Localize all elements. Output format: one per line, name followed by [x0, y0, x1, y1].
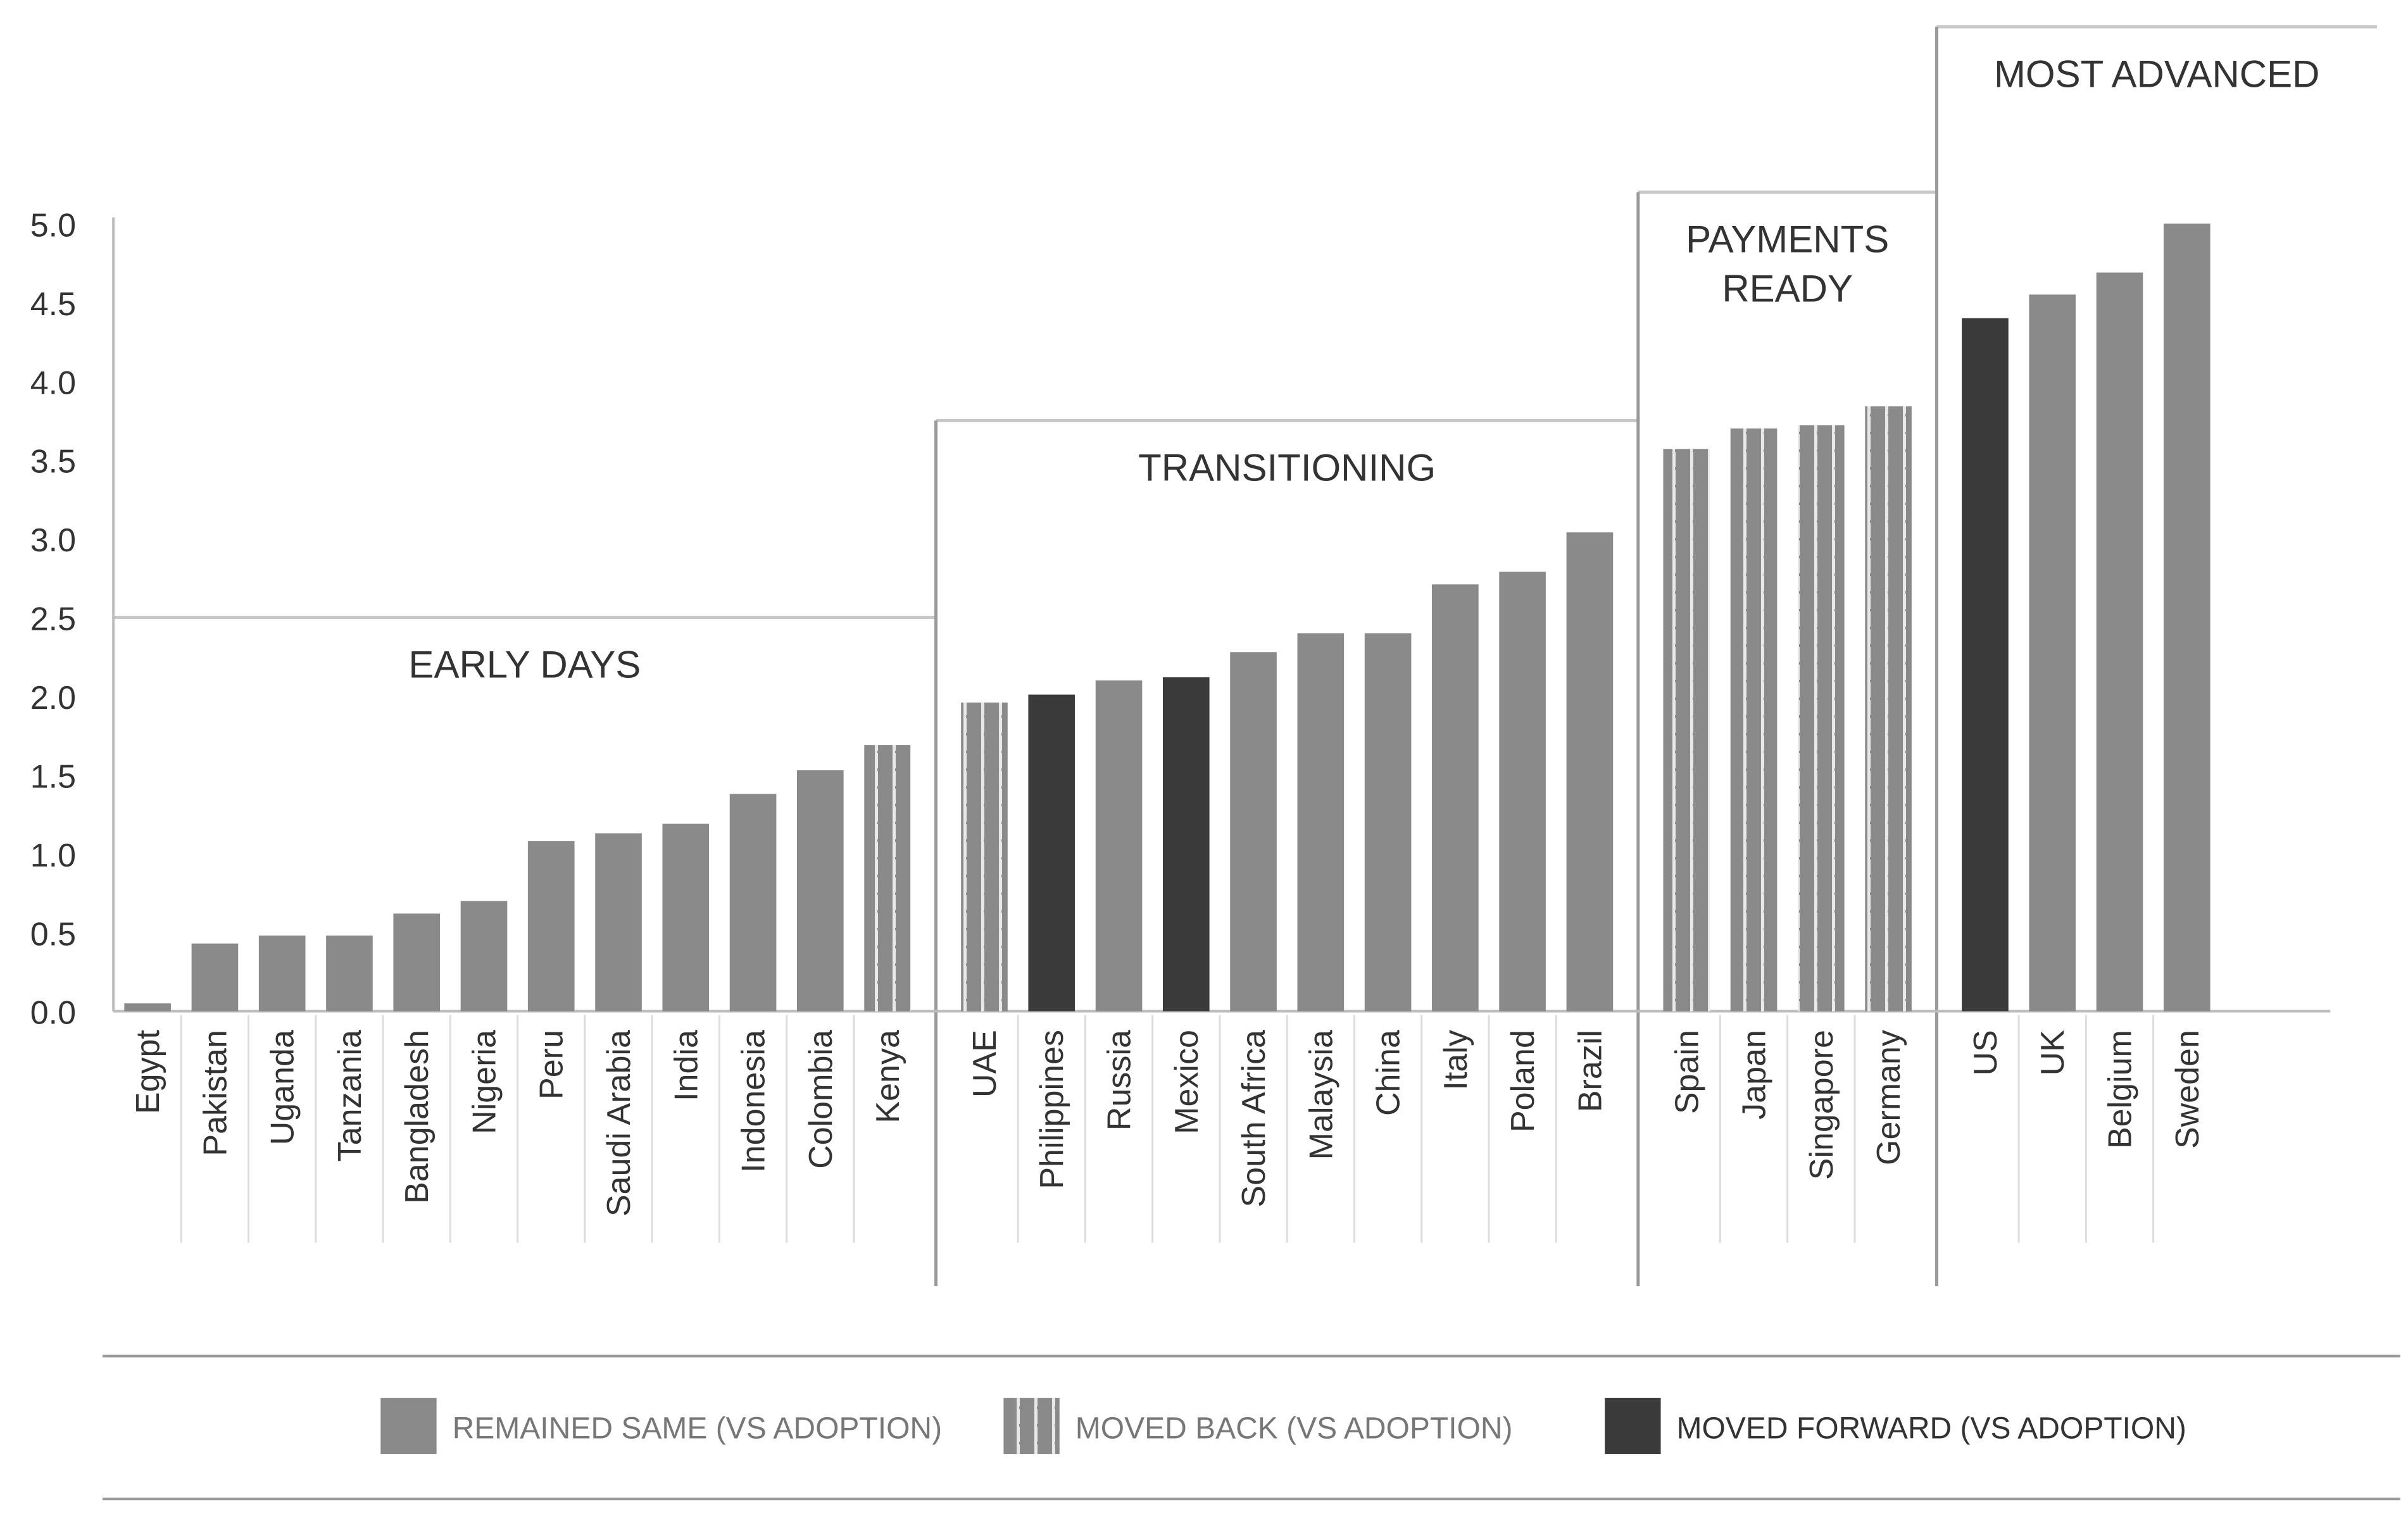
x-tick-label: Germany: [1871, 1030, 1907, 1165]
y-tick-label: 4.5: [30, 286, 76, 323]
group-label: EARLY DAYS: [408, 644, 641, 686]
legend: REMAINED SAME (VS ADOPTION) MOVED BACK (V…: [102, 1354, 2400, 1501]
bar-nigeria: [460, 901, 508, 1011]
x-tick-label: Nigeria: [466, 1030, 503, 1134]
x-tick-label: Colombia: [803, 1030, 839, 1169]
bar-belgium: [2096, 272, 2143, 1011]
x-tick-label: Malaysia: [1303, 1030, 1339, 1160]
bar-us: [1962, 318, 2009, 1011]
bar-indonesia: [729, 794, 777, 1011]
y-tick-label: 3.5: [30, 444, 76, 480]
x-tick-label: US: [1967, 1030, 2004, 1075]
x-tick-label: Uganda: [265, 1030, 301, 1145]
bar-bangladesh: [393, 913, 441, 1011]
x-tick-label: South Africa: [1236, 1030, 1272, 1207]
bar-italy: [1432, 584, 1479, 1011]
x-tick-label: Singapore: [1803, 1030, 1840, 1180]
x-tick-label: Indonesia: [736, 1030, 772, 1173]
x-tick-label: Japan: [1736, 1030, 1773, 1120]
x-tick-label: Spain: [1669, 1030, 1705, 1114]
group-label: READY: [1722, 268, 1853, 310]
bar-uk: [2029, 294, 2076, 1011]
legend-label-forward: MOVED FORWARD (VS ADOPTION): [1677, 1411, 2186, 1445]
legend-swatch-back: [1003, 1398, 1060, 1455]
y-tick-label: 0.0: [30, 995, 76, 1032]
y-tick-label: 1.5: [30, 758, 76, 795]
x-tick-label: Saudi Arabia: [601, 1030, 637, 1217]
x-tick-label: Bangladesh: [399, 1030, 436, 1204]
bar-kenya: [864, 745, 911, 1011]
bar-mexico: [1162, 677, 1210, 1011]
bar-malaysia: [1297, 633, 1345, 1011]
x-tick-label: Mexico: [1169, 1030, 1205, 1134]
group-label: MOST ADVANCED: [1994, 53, 2320, 95]
bar-peru: [527, 841, 575, 1011]
group-label: TRANSITIONING: [1138, 446, 1436, 489]
bar-uganda: [258, 935, 306, 1011]
x-tick-label: Kenya: [870, 1030, 906, 1123]
x-tick-label: Poland: [1505, 1030, 1541, 1132]
bar-india: [662, 823, 710, 1011]
bars: [124, 223, 2210, 1011]
bar-saudi-arabia: [595, 833, 642, 1011]
y-tick-label: 5.0: [30, 207, 76, 244]
legend-label-same: REMAINED SAME (VS ADOPTION): [453, 1411, 942, 1445]
bar-poland: [1499, 572, 1546, 1011]
y-tick-label: 2.5: [30, 601, 76, 638]
bar-tanzania: [326, 935, 373, 1011]
bar-russia: [1095, 680, 1143, 1011]
group-boxes: EARLY DAYS TRANSITIONING PAYMENTS READY MOST…: [113, 25, 2377, 1287]
x-tick-label: Belgium: [2102, 1030, 2139, 1149]
y-tick-label: 2.0: [30, 680, 76, 716]
y-axis: 0.0 0.5 1.0 1.5 2.0 2.5 3.0 3.5 4.0 4.5 5.0: [30, 207, 2331, 1032]
bar-uae: [961, 702, 1008, 1011]
y-tick-label: 0.5: [30, 916, 76, 953]
bar-japan: [1730, 428, 1778, 1011]
x-tick-label: Egypt: [130, 1030, 166, 1115]
x-tick-label: Tanzania: [332, 1030, 368, 1161]
legend-label-back: MOVED BACK (VS ADOPTION): [1075, 1411, 1513, 1445]
x-tick-label: Italy: [1438, 1030, 1474, 1090]
x-tick-label: Pakistan: [197, 1030, 234, 1156]
bar-pakistan: [191, 943, 239, 1011]
x-tick-label: UK: [2035, 1030, 2071, 1076]
group-label: PAYMENTS: [1686, 218, 1889, 261]
x-tick-label: Brazil: [1572, 1030, 1608, 1112]
x-tick-label: India: [668, 1030, 705, 1101]
bar-egypt: [124, 1003, 171, 1011]
x-tick-label: Peru: [534, 1030, 570, 1099]
bar-china: [1364, 633, 1412, 1011]
x-tick-label: Sweden: [2169, 1030, 2206, 1149]
x-tick-label: UAE: [967, 1030, 1003, 1098]
bar-south-africa: [1230, 652, 1277, 1011]
x-axis-labels: Egypt Pakistan Uganda Tanzania Bangladesh Nig…: [130, 1015, 2206, 1243]
bar-philippines: [1028, 694, 1075, 1011]
x-tick-label: Philippines: [1034, 1030, 1070, 1189]
bar-singapore: [1797, 425, 1845, 1011]
bar-germany: [1865, 406, 1912, 1011]
y-tick-label: 1.0: [30, 837, 76, 874]
bar-spain: [1663, 449, 1710, 1011]
y-tick-label: 3.0: [30, 522, 76, 559]
bar-sweden: [2163, 223, 2210, 1011]
legend-swatch-same: [380, 1398, 437, 1455]
legend-swatch-forward: [1605, 1398, 1661, 1455]
x-tick-label: Russia: [1101, 1030, 1138, 1130]
x-tick-label: China: [1370, 1030, 1407, 1116]
y-tick-label: 4.0: [30, 365, 76, 401]
bar-colombia: [797, 770, 844, 1011]
bar-brazil: [1566, 532, 1614, 1011]
